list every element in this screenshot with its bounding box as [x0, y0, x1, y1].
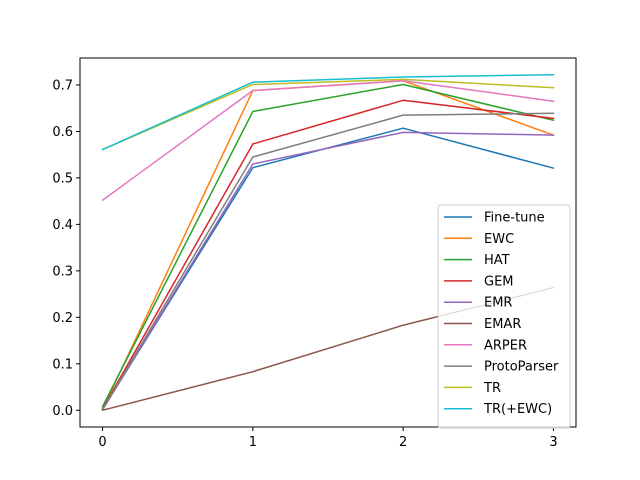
series-line-2 [101, 83, 555, 408]
y-tick-label: 0.7 [52, 78, 73, 93]
legend-label: EMAR [484, 317, 521, 332]
legend-label: ARPER [484, 338, 527, 353]
y-tick-label: 0.1 [52, 357, 73, 372]
y-tick-label: 0.6 [52, 125, 73, 140]
y-tick-label: 0.5 [52, 171, 73, 186]
x-tick-label: 0 [98, 435, 106, 450]
series-line-3 [101, 99, 555, 410]
y-axis: 0.0 0.1 0.2 0.3 0.4 0.5 0.6 0.7 [52, 78, 80, 419]
y-tick-label: 0.0 [52, 404, 73, 419]
series-layer [101, 73, 555, 412]
legend-label: TR(+EWC) [483, 402, 552, 417]
x-tick-label: 2 [399, 435, 407, 450]
y-tick-label: 0.3 [52, 264, 73, 279]
legend-box [437, 204, 571, 429]
legend-label: EWC [484, 232, 514, 247]
legend-label: EMR [484, 296, 512, 311]
y-tick-label: 0.2 [52, 311, 73, 326]
plot-frame [79, 57, 577, 428]
x-tick-label: 1 [249, 435, 257, 450]
legend-label: GEM [484, 274, 514, 289]
x-axis: 0 1 2 3 [98, 427, 558, 450]
series-line-8 [101, 78, 555, 151]
x-tick-label: 3 [549, 435, 557, 450]
series-line-4 [101, 131, 555, 411]
series-line-6 [101, 80, 555, 202]
series-line-9 [101, 73, 555, 151]
legend-label: Fine-tune [484, 211, 545, 226]
y-tick-label: 0.4 [52, 218, 73, 233]
legend-label: ProtoParser [484, 360, 559, 375]
legend-label: TR [483, 381, 501, 396]
legend: Fine-tune EWC HAT GEM EMR EMAR ARPER ProtoParse… [437, 204, 571, 429]
series-line-7 [101, 112, 555, 411]
legend-label: HAT [484, 253, 510, 268]
